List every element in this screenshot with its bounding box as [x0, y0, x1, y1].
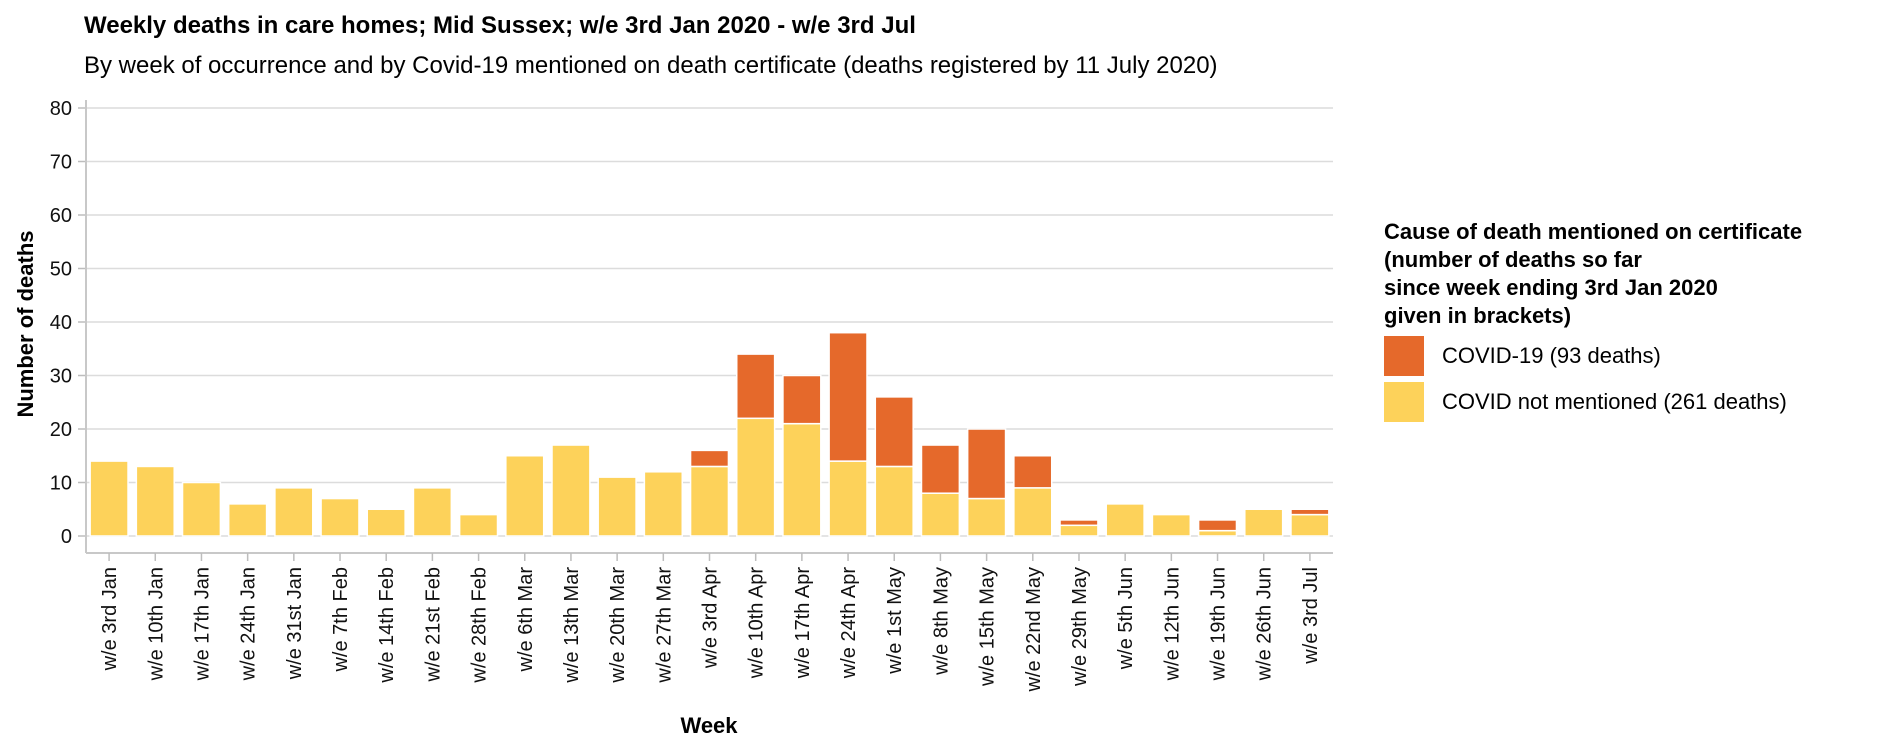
bar-covid-19	[782, 374, 822, 425]
bar-covid-19	[689, 449, 730, 468]
y-tick-label: 0	[61, 526, 72, 548]
x-tick-label: w/e 7th Feb	[330, 567, 352, 673]
bar-covid-not-mentioned	[458, 513, 499, 537]
x-axis-title: Week	[680, 713, 738, 738]
bar-covid-not-mentioned	[643, 471, 684, 537]
bar-covid-not-mentioned	[1151, 513, 1192, 537]
bar-covid-not-mentioned	[782, 422, 822, 537]
x-tick-label: w/e 17th Jan	[191, 567, 213, 681]
x-tick-label: w/e 1st May	[884, 567, 906, 675]
legend-item-covid-19: COVID-19 (93 deaths)	[1384, 336, 1802, 376]
bars	[89, 331, 1330, 537]
bar-covid-not-mentioned	[1013, 487, 1053, 537]
x-tick-label: w/e 6th Mar	[515, 567, 537, 673]
legend-title: Cause of death mentioned on certificate …	[1384, 218, 1802, 330]
y-tick-label: 70	[50, 152, 72, 174]
x-tick-label: w/e 14th Feb	[376, 567, 398, 684]
legend-swatch-covid-not-mentioned	[1384, 382, 1424, 422]
bar-covid-not-mentioned	[1105, 503, 1145, 537]
bar-covid-19	[1290, 508, 1330, 516]
legend: Cause of death mentioned on certificate …	[1384, 218, 1802, 422]
legend-swatch-covid-19	[1384, 336, 1424, 376]
legend-title-line: given in brackets)	[1384, 303, 1572, 328]
x-tick-label: w/e 10th Jan	[145, 567, 167, 681]
bar-covid-19	[1197, 519, 1238, 532]
x-tick-label: w/e 10th Apr	[746, 567, 768, 680]
legend-label-covid-19: COVID-19 (93 deaths)	[1442, 343, 1661, 368]
x-tick-label: w/e 24th Jan	[238, 567, 260, 681]
x-tick-label: w/e 29th May	[1069, 567, 1091, 687]
x-tick-label: w/e 8th May	[930, 567, 952, 676]
legend-item-covid-not-mentioned: COVID not mentioned (261 deaths)	[1384, 382, 1802, 422]
x-tick-label: w/e 20th Mar	[607, 567, 629, 684]
bar-covid-not-mentioned	[689, 465, 730, 537]
bar-covid-not-mentioned	[181, 481, 222, 537]
bar-covid-not-mentioned	[966, 497, 1007, 537]
legend-title-line: (number of deaths so far	[1384, 247, 1642, 272]
x-tick-label: w/e 15th May	[977, 567, 999, 687]
legend-title-line: Cause of death mentioned on certificate	[1384, 219, 1803, 244]
y-axis-title: Number of deaths	[13, 230, 38, 417]
x-tick-label: w/e 19th Jun	[1208, 567, 1230, 681]
bar-covid-19	[828, 331, 868, 462]
x-tick-label: w/e 12th Jun	[1161, 567, 1183, 681]
bar-covid-not-mentioned	[1244, 508, 1284, 537]
bar-covid-not-mentioned	[274, 487, 314, 537]
bar-covid-not-mentioned	[874, 465, 914, 537]
x-tick-label: w/e 26th Jun	[1254, 567, 1276, 681]
bar-covid-not-mentioned	[320, 497, 360, 537]
bar-covid-not-mentioned	[1290, 513, 1330, 537]
x-tick-label: w/e 27th Mar	[653, 567, 675, 684]
bar-covid-19	[735, 353, 776, 420]
bar-covid-not-mentioned	[135, 465, 175, 537]
bar-covid-not-mentioned	[920, 492, 961, 537]
x-tick-label: w/e 3rd Jul	[1300, 567, 1322, 665]
x-tick-label: w/e 31st Jan	[284, 567, 306, 680]
x-tick-label: w/e 3rd Jan	[99, 567, 121, 671]
x-tick-label: w/e 21st Feb	[422, 567, 444, 683]
chart-subtitle: By week of occurrence and by Covid-19 me…	[84, 52, 1218, 79]
bar-covid-not-mentioned	[412, 487, 453, 537]
chart-title: Weekly deaths in care homes; Mid Sussex;…	[84, 12, 916, 39]
x-tick-label: w/e 17th Apr	[792, 567, 814, 680]
x-tick-label: w/e 5th Jun	[1115, 567, 1137, 670]
legend-label-covid-not-mentioned: COVID not mentioned (261 deaths)	[1442, 389, 1787, 414]
y-tick-label: 50	[50, 259, 72, 281]
bar-covid-not-mentioned	[227, 503, 268, 537]
bar-covid-not-mentioned	[89, 460, 129, 537]
grid-lines	[86, 107, 1333, 537]
bar-covid-not-mentioned	[366, 508, 406, 537]
y-tick-label: 60	[50, 205, 72, 227]
bar-covid-not-mentioned	[735, 417, 776, 537]
bar-covid-19	[1059, 519, 1099, 527]
y-tick-label: 20	[50, 419, 72, 441]
bar-covid-19	[1013, 455, 1053, 489]
y-tick-label: 30	[50, 366, 72, 388]
bar-covid-19	[920, 444, 961, 494]
bar-covid-not-mentioned	[1197, 529, 1238, 537]
bar-covid-not-mentioned	[505, 455, 545, 537]
x-tick-label: w/e 3rd Apr	[700, 567, 722, 670]
bar-covid-19	[874, 396, 914, 468]
chart-plot: 0 10 20 30 40 50 60 70 80 w/e 3rd Jan w/e 10th Jan…	[13, 98, 1333, 738]
x-tick-label: w/e 24th Apr	[838, 567, 860, 680]
bar-covid-not-mentioned	[1059, 524, 1099, 537]
x-tick-label: w/e 28th Feb	[469, 567, 491, 684]
bar-covid-not-mentioned	[551, 444, 591, 537]
y-tick-label: 40	[50, 312, 72, 334]
bar-covid-not-mentioned	[597, 476, 637, 537]
axes: 0 10 20 30 40 50 60 70 80 w/e 3rd Jan w/e 10th Jan…	[50, 98, 1333, 693]
y-tick-label: 10	[50, 473, 72, 495]
x-tick-label: w/e 13th Mar	[561, 567, 583, 684]
x-tick-label: w/e 22nd May	[1023, 567, 1045, 693]
bar-covid-19	[966, 428, 1007, 500]
bar-covid-not-mentioned	[828, 460, 868, 537]
legend-title-line: since week ending 3rd Jan 2020	[1384, 275, 1718, 300]
y-tick-label: 80	[50, 98, 72, 120]
